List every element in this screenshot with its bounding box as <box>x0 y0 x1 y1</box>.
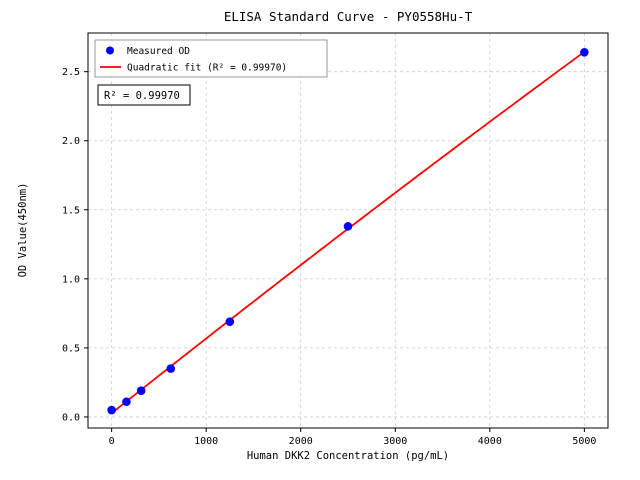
chart-title: ELISA Standard Curve - PY0558Hu-T <box>224 9 473 24</box>
data-point <box>122 397 131 407</box>
legend-label-measured-od: Measured OD <box>127 46 190 57</box>
legend-label-quadratic-fit: Quadratic fit (R² = 0.99970) <box>127 63 287 74</box>
y-tick-label: 2.5 <box>62 67 80 78</box>
y-tick-label: 2.0 <box>62 136 80 147</box>
y-tick-label: 0.5 <box>62 343 80 354</box>
y-tick-label: 1.5 <box>62 205 80 216</box>
x-tick-label: 3000 <box>383 436 407 447</box>
x-tick-label: 0 <box>109 436 115 447</box>
plot-border <box>87 32 609 429</box>
data-point <box>225 317 235 326</box>
y-tick-label: 1.0 <box>62 274 80 285</box>
plot-series <box>107 48 589 415</box>
y-tick-label: 0.0 <box>62 412 80 423</box>
x-tick-label: 2000 <box>289 436 313 447</box>
annotation-text: R² = 0.99970 <box>104 90 180 102</box>
data-point <box>580 48 589 57</box>
legend-marker-measured-od <box>106 46 114 55</box>
data-point <box>166 364 176 373</box>
fit-line <box>111 51 585 414</box>
r-squared-annotation: R² = 0.99970 <box>97 84 191 106</box>
annotation-box <box>97 84 191 106</box>
x-tick-label: 1000 <box>194 436 218 447</box>
data-point <box>343 222 353 231</box>
y-axis-label: OD Value(450nm) <box>17 183 29 278</box>
legend-box <box>94 39 328 78</box>
data-point <box>107 405 116 415</box>
axis-ticks: 0 1000 2000 3000 4000 5000 0.0 0.5 1.0 1.5 2.0 2.5 <box>62 67 596 447</box>
x-tick-label: 5000 <box>572 436 596 447</box>
legend: Measured OD Quadratic fit (R² = 0.99970) <box>94 39 328 78</box>
x-tick-label: 4000 <box>478 436 502 447</box>
x-axis-label: Human DKK2 Concentration (pg/mL) <box>247 450 449 462</box>
data-point <box>136 386 146 396</box>
